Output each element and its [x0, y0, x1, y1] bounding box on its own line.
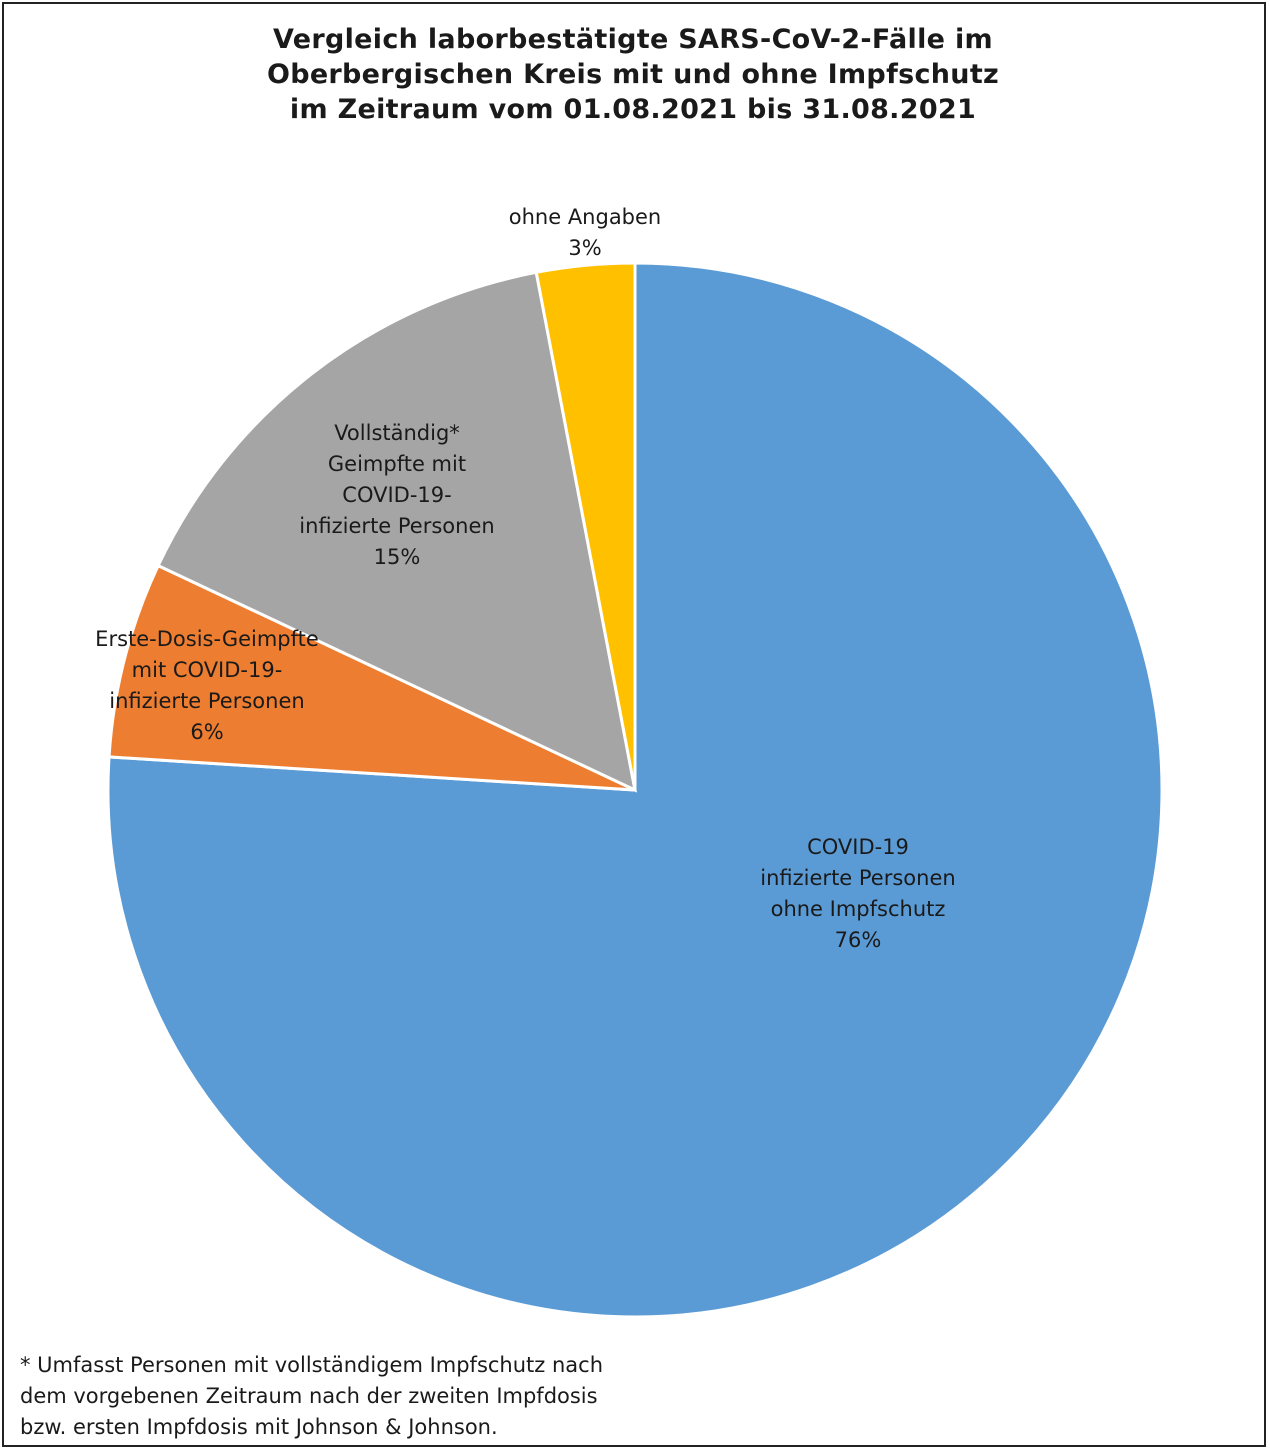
slice-label-1-line-2: infizierte Personen [760, 866, 955, 890]
slice-label-4-line-1: ohne Angaben [509, 205, 662, 229]
slice-label-2: Erste-Dosis-Geimpfte mit COVID-19- infizie… [95, 627, 319, 744]
slice-label-3-line-1: Vollständig* [334, 421, 460, 445]
slice-label-3-line-2: Geimpfte mit [328, 452, 466, 476]
slice-label-1-line-4: 76% [835, 928, 882, 952]
footnote-line-1: * Umfasst Personen mit vollständigem Imp… [20, 1353, 604, 1377]
pie-slice-3 [156, 270, 638, 793]
chart-title-line-2: Oberbergischen Kreis mit und ohne Impfsc… [266, 59, 1000, 90]
slice-label-3-line-3: COVID-19- [342, 483, 451, 507]
slice-label-1-line-1: COVID-19 [807, 835, 909, 859]
slice-label-1-line-3: ohne Impfschutz [771, 897, 946, 921]
slice-label-2-line-3: infizierte Personen [109, 689, 304, 713]
footnote-line-3: bzw. ersten Impfdosis mit Johnson & John… [20, 1415, 498, 1439]
slice-label-2-line-4: 6% [190, 720, 223, 744]
slice-label-3: Vollständig* Geimpfte mit COVID-19- infizie… [299, 421, 494, 569]
pie-slice-4 [534, 261, 637, 791]
slice-label-2-line-2: mit COVID-19- [132, 658, 283, 682]
slice-label-1: COVID-19 infizierte Personen ohne Impfschu… [760, 835, 955, 952]
slice-label-4-line-2: 3% [568, 236, 601, 260]
pie-slice-2 [107, 563, 636, 792]
slice-label-4: ohne Angaben 3% [509, 205, 662, 260]
chart-title-line-1: Vergleich laborbestätigte SARS-CoV-2-Fäl… [273, 24, 993, 55]
footnote: * Umfasst Personen mit vollständigem Imp… [20, 1350, 780, 1443]
pie-slice-1 [106, 261, 1164, 1319]
chart-title-line-3: im Zeitraum vom 01.08.2021 bis 31.08.202… [289, 94, 977, 125]
chart-title: Vergleich laborbestätigte SARS-CoV-2-Fäl… [0, 22, 1266, 127]
slice-label-3-line-4: infizierte Personen [299, 514, 494, 538]
slice-label-2-line-1: Erste-Dosis-Geimpfte [95, 627, 319, 651]
slice-label-3-line-5: 15% [374, 545, 421, 569]
footnote-line-2: dem vorgebenen Zeitraum nach der zweiten… [20, 1384, 598, 1408]
